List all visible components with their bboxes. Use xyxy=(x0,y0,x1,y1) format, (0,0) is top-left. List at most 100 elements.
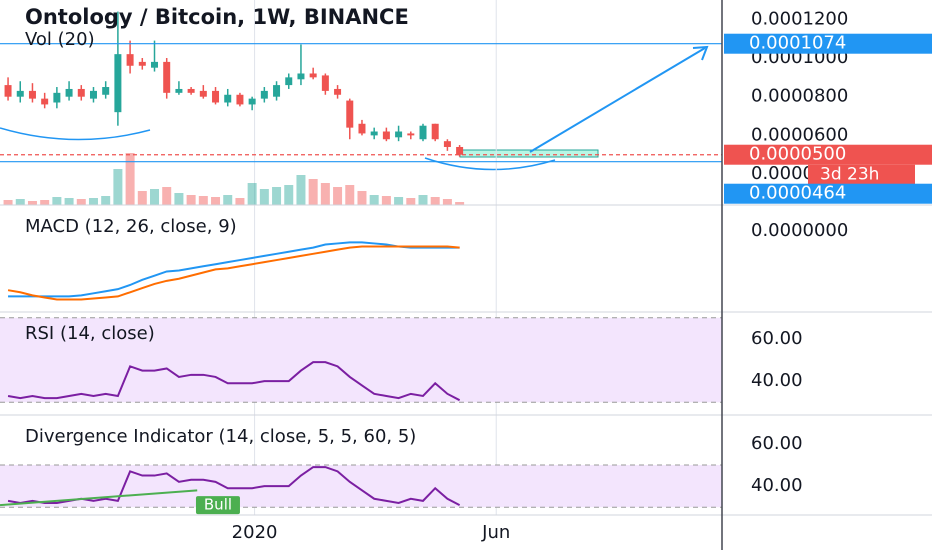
candle-body xyxy=(102,87,110,95)
y-tick-label: 0.0000800 xyxy=(751,86,848,107)
panel-label: RSI (14, close) xyxy=(25,323,155,344)
arrow-line xyxy=(529,47,706,153)
volume-bar xyxy=(284,185,294,205)
target-box xyxy=(459,149,599,158)
x-tick-label: 2020 xyxy=(232,522,278,543)
y-tick-label: 60.00 xyxy=(751,328,803,349)
candle-body xyxy=(212,90,220,103)
volume-bar xyxy=(247,183,257,205)
volume-bar xyxy=(345,185,355,205)
candle-body xyxy=(358,123,366,134)
volume-bar xyxy=(52,197,62,205)
candle-body xyxy=(260,90,268,99)
candle-body xyxy=(334,88,342,95)
arc xyxy=(0,127,151,141)
candle-body xyxy=(431,123,439,140)
volume-bar xyxy=(442,199,452,205)
candle-body xyxy=(407,133,415,136)
y-tick-label: 0.0000000 xyxy=(751,220,848,241)
countdown-box xyxy=(808,164,915,185)
candle-body xyxy=(248,98,256,105)
price-label-box xyxy=(724,144,932,165)
line-series xyxy=(8,241,460,298)
divergence-label: Bull xyxy=(204,496,232,514)
volume-bar xyxy=(369,195,379,205)
candle-body xyxy=(273,85,281,97)
candle-body xyxy=(77,88,85,97)
price-label: 0.0000500 xyxy=(749,144,846,165)
candle-body xyxy=(224,94,232,103)
volume-bar xyxy=(137,191,147,205)
candle-body xyxy=(53,92,61,103)
candle-body xyxy=(175,88,183,93)
candle-body xyxy=(382,131,390,140)
panel-label: Divergence Indicator (14, close, 5, 5, 6… xyxy=(25,426,416,447)
volume-bar xyxy=(162,187,172,205)
candle-body xyxy=(41,98,49,105)
volume-bar xyxy=(27,201,37,205)
volume-bar xyxy=(101,196,111,205)
countdown: 3d 23h xyxy=(820,165,879,185)
volume-bar xyxy=(308,179,318,205)
candle-body xyxy=(28,90,36,99)
price-label-box xyxy=(724,33,932,54)
panel-label: MACD (12, 26, close, 9) xyxy=(25,216,237,237)
panel-label: Vol (20) xyxy=(25,29,95,50)
volume-bar xyxy=(125,153,135,205)
candle-body xyxy=(126,54,134,66)
candle-body xyxy=(151,61,159,68)
volume-bar xyxy=(186,195,196,205)
divergence-label-box xyxy=(195,496,240,515)
candle-body xyxy=(309,73,317,78)
volume-bar xyxy=(76,199,86,205)
candle-body xyxy=(395,131,403,138)
candle-body xyxy=(285,77,293,86)
candle-body xyxy=(370,131,378,136)
volume-bar xyxy=(259,189,269,205)
price-label: 0.0001074 xyxy=(749,33,846,54)
price-label-box xyxy=(724,183,932,204)
volume-bar xyxy=(113,169,123,205)
candle-body xyxy=(236,94,244,105)
volume-bar xyxy=(430,197,440,205)
candle-body xyxy=(321,75,329,91)
volume-bar xyxy=(211,197,221,205)
volume-bar xyxy=(174,193,184,205)
volume-bar xyxy=(357,191,367,205)
candle-body xyxy=(346,100,354,128)
volume-bar xyxy=(40,200,50,205)
volume-bar xyxy=(418,195,428,205)
arrow-head xyxy=(692,45,709,61)
candle-body xyxy=(16,90,24,97)
candle-body xyxy=(89,90,97,99)
candle-body xyxy=(4,85,12,97)
volume-bar xyxy=(15,199,25,205)
candle-body xyxy=(187,88,195,93)
band-fill xyxy=(0,465,722,508)
volume-bar xyxy=(394,197,404,205)
volume-bar xyxy=(150,189,160,205)
candle-body xyxy=(456,146,464,155)
volume-bar xyxy=(455,202,465,205)
volume-bar xyxy=(223,195,233,205)
volume-bar xyxy=(296,175,306,205)
candle-body xyxy=(138,61,146,66)
volume-bar xyxy=(406,198,416,205)
y-tick-label: 0.0000600 xyxy=(751,124,848,145)
line-series xyxy=(7,361,461,402)
candle-body xyxy=(199,90,207,97)
candle-body xyxy=(443,141,451,147)
chart-title: Ontology / Bitcoin, 1W, BINANCE xyxy=(25,5,409,29)
y-tick-label: 40.00 xyxy=(751,475,803,496)
volume-bar xyxy=(198,196,208,205)
x-tick-label: Jun xyxy=(481,522,510,543)
candle-body xyxy=(114,54,122,113)
volume-bar xyxy=(272,187,282,205)
volume-bar xyxy=(3,200,13,205)
volume-bar xyxy=(381,196,391,205)
y-tick-label: 40.00 xyxy=(751,370,803,391)
arc xyxy=(424,157,556,171)
y-tick-label: 60.00 xyxy=(751,433,803,454)
y-tick-label: 0.0001200 xyxy=(751,8,848,29)
